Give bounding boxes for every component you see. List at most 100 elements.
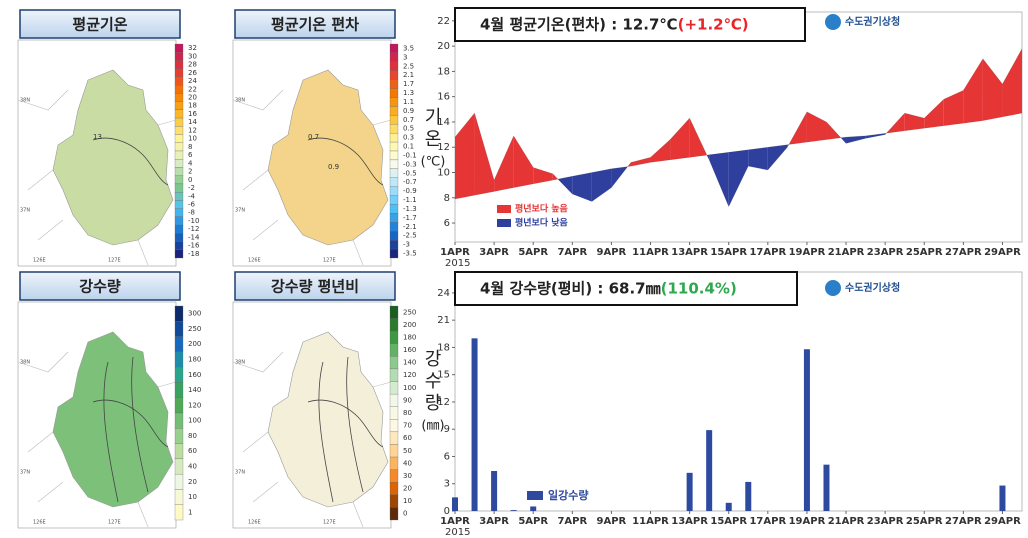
colorbar-swatch (389, 343, 399, 357)
border-lines (17, 351, 177, 528)
x-year: 2015 (445, 527, 470, 538)
bar (745, 481, 752, 511)
bar (510, 510, 517, 511)
colorbar-label: -18 (188, 250, 199, 258)
y-tick-label: 12 (437, 397, 450, 408)
province (267, 331, 389, 508)
y-tick-label: 21 (437, 315, 450, 326)
y-tick-label: 0 (444, 506, 450, 517)
colorbar-label: 20 (188, 478, 197, 486)
diff-area (474, 113, 495, 196)
colorbar-label: 20 (188, 94, 197, 102)
y-tick-label: 6 (444, 451, 450, 462)
colorbar-swatch (174, 93, 184, 102)
x-tick-label: 15APR (710, 516, 747, 527)
x-year: 2015 (445, 258, 470, 269)
geo-label: 37N (20, 470, 30, 476)
contour (103, 356, 149, 503)
diff-area (513, 135, 534, 188)
colorbar-swatch (174, 321, 184, 337)
colorbar-label: 0 (188, 176, 192, 184)
colorbar-swatch (389, 43, 399, 54)
colorbar-swatch (174, 443, 184, 460)
y-axis-label: (℃) (421, 155, 446, 170)
y-tick-label: 10 (437, 167, 450, 178)
colorbar-label: -14 (188, 233, 200, 241)
x-tick-label: 5APR (518, 516, 548, 527)
series-line (454, 48, 1023, 208)
colorbar-label: -1.3 (403, 205, 417, 213)
colorbar-label: 180 (403, 333, 416, 341)
colorbar-label: 10 (188, 493, 197, 501)
colorbar-label: 140 (403, 359, 416, 367)
x-tick-label: 25APR (906, 516, 943, 527)
x-tick-label: 17APR (749, 247, 786, 258)
colorbar-label: 0.1 (403, 143, 414, 151)
colorbar-swatch (389, 444, 399, 458)
geo-label: 37N (235, 208, 245, 214)
diff-area (885, 133, 887, 135)
diff-area (611, 166, 628, 188)
colorbar-swatch (174, 52, 184, 61)
x-tick-label: 9APR (597, 516, 627, 527)
colorbar-label: 250 (403, 308, 416, 316)
x-tick-label: 25APR (906, 247, 943, 258)
diff-area (650, 139, 671, 163)
colorbar-label: -0.9 (403, 187, 417, 195)
colorbar-swatch (174, 175, 184, 185)
colorbar-label: -2 (188, 184, 195, 192)
colorbar-swatch (389, 406, 399, 420)
colorbar-label: 120 (188, 401, 201, 409)
colorbar-swatch (174, 504, 184, 521)
y-axis-label: 수 (425, 371, 442, 392)
geo-label: 38N (235, 98, 245, 104)
colorbar-label: 18 (188, 102, 197, 110)
colorbar-swatch (389, 52, 399, 62)
map-title-box (19, 9, 181, 39)
colorbar-label: 12 (188, 126, 197, 134)
contour-label: 13 (93, 133, 102, 141)
colorbar-swatch (174, 382, 184, 398)
colorbar-swatch (174, 192, 184, 201)
y-tick-label: 6 (444, 218, 450, 229)
colorbar-label: 6 (188, 151, 193, 159)
colorbar-swatch (389, 507, 399, 521)
x-tick-label: 17APR (749, 516, 786, 527)
geo-label: 126E (248, 520, 261, 526)
diff-area (806, 111, 827, 143)
x-tick-label: 1APR (440, 516, 470, 527)
colorbar-swatch (389, 393, 399, 407)
colorbar-label: 0.3 (403, 134, 414, 142)
colorbar-label: -10 (188, 217, 199, 225)
diff-area (552, 173, 558, 181)
diff-area (630, 157, 651, 167)
y-axis-label: 량 (425, 393, 442, 414)
colorbar-swatch (174, 366, 184, 383)
chart-title-note: (110.4%) (661, 280, 737, 298)
colorbar-swatch (389, 124, 399, 134)
geo-label: 37N (235, 470, 245, 476)
diff-area (1002, 48, 1022, 117)
contour (307, 399, 384, 448)
x-tick-label: 13APR (671, 247, 708, 258)
contour (307, 137, 384, 186)
bar (725, 502, 732, 511)
x-tick-label: 19APR (789, 247, 826, 258)
colorbar-label: 100 (403, 384, 416, 392)
diff-area (494, 135, 514, 192)
colorbar-swatch (389, 150, 399, 161)
diff-area (627, 162, 631, 167)
colorbar-swatch (174, 249, 184, 259)
colorbar-label: 200 (188, 340, 201, 348)
diff-area (670, 118, 690, 160)
colorbar-swatch (174, 458, 184, 475)
colorbar-label: 30 (403, 472, 412, 480)
colorbar-label: 1.7 (403, 80, 414, 88)
legend-label: 평년보다 높음 (515, 203, 568, 215)
legend-swatch (497, 205, 511, 213)
bar (491, 471, 498, 511)
colorbar-swatch (389, 106, 399, 116)
bar (530, 506, 537, 511)
colorbar-label: 70 (403, 422, 412, 430)
